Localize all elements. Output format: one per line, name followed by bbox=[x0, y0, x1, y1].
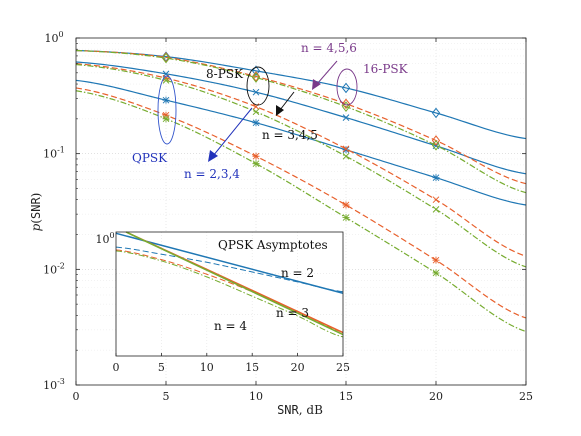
inset-plot: 0 5 10 15 20 25 100 QPSK Asymptotes n = 2 n = … bbox=[95, 231, 350, 374]
series-qpsk-n4 bbox=[75, 90, 527, 333]
series-point bbox=[252, 108, 260, 116]
inset-asymptote-n2 bbox=[115, 232, 344, 294]
series-point bbox=[252, 119, 260, 127]
series-16-psk-n4 bbox=[75, 49, 527, 194]
x-tick-label: 0 bbox=[73, 390, 80, 403]
x-axis-label: SNR, dB bbox=[277, 403, 323, 417]
series-point bbox=[251, 72, 261, 83]
inset-series-group bbox=[115, 231, 344, 338]
inset-label-n3: n = 3 bbox=[276, 306, 309, 320]
n-16psk-label: n = 4,5,6 bbox=[301, 41, 357, 55]
series-point bbox=[432, 269, 440, 277]
series-point bbox=[431, 140, 441, 151]
series-point bbox=[432, 256, 440, 264]
series-point bbox=[342, 152, 350, 160]
series-line bbox=[75, 63, 527, 257]
x-tick-label: 25 bbox=[519, 390, 533, 403]
qpsk-ellipse bbox=[157, 75, 177, 145]
x-tick-label: 20 bbox=[429, 390, 443, 403]
inset-label-n4: n = 4 bbox=[214, 319, 247, 333]
main-series-group bbox=[75, 49, 527, 333]
inset-asymptote-n4 bbox=[125, 231, 344, 336]
y-tick-label: 100 bbox=[44, 30, 63, 45]
series-point bbox=[431, 135, 441, 146]
series-point bbox=[432, 174, 440, 182]
psk8-arrow bbox=[276, 91, 295, 116]
n-qpsk-label: n = 2,3,4 bbox=[184, 167, 240, 181]
psk16-ellipse bbox=[336, 68, 358, 106]
inset-curve-n4 bbox=[115, 250, 344, 338]
series-8-psk-n3 bbox=[75, 63, 527, 257]
x-tick-label: 5 bbox=[163, 390, 170, 403]
series-point bbox=[251, 65, 261, 77]
series-point bbox=[342, 146, 350, 154]
y-tick-label: 10-2 bbox=[43, 261, 65, 276]
series-point bbox=[432, 206, 440, 213]
series-point bbox=[341, 98, 351, 110]
series-point bbox=[162, 96, 170, 104]
y-axis-label-close: ) bbox=[29, 193, 43, 198]
y-axis-label-fn: p bbox=[29, 223, 43, 231]
y-axis-label: p(SNR) bbox=[29, 193, 43, 232]
series-point bbox=[252, 88, 260, 96]
series-point bbox=[432, 196, 440, 204]
inset-frame bbox=[115, 231, 344, 357]
series-point bbox=[342, 145, 350, 153]
series-point bbox=[252, 152, 260, 160]
n-8psk-label: n = 3,4,5 bbox=[262, 128, 318, 142]
x-axis-label-unit: , dB bbox=[299, 403, 323, 417]
series-qpsk-n3 bbox=[75, 87, 527, 319]
series-point bbox=[342, 114, 350, 121]
y-axis-label-open: ( bbox=[29, 219, 43, 224]
series-line bbox=[75, 49, 527, 194]
x-tick-label: 15 bbox=[339, 390, 353, 403]
qpsk-label: QPSK bbox=[132, 151, 168, 165]
series-point bbox=[162, 111, 170, 119]
inset-x-tick-label: 15 bbox=[245, 361, 259, 374]
series-qpsk-n2 bbox=[75, 79, 527, 206]
series-line bbox=[75, 79, 527, 206]
series-point bbox=[342, 201, 350, 209]
psk8-label: 8-PSK bbox=[206, 67, 244, 81]
series-point bbox=[251, 71, 261, 82]
y-tick-label: 10-3 bbox=[43, 377, 65, 392]
x-tick-label: 10 bbox=[249, 390, 263, 403]
psk16-label: 16-PSK bbox=[363, 62, 409, 76]
psk8-ellipse bbox=[246, 66, 270, 106]
series-line bbox=[75, 61, 527, 175]
series-point bbox=[162, 115, 170, 123]
inset-x-tick-label: 10 bbox=[200, 361, 214, 374]
inset-label-n2: n = 2 bbox=[281, 266, 314, 280]
qpsk-arrow bbox=[208, 107, 253, 162]
inset-title: QPSK Asymptotes bbox=[218, 238, 328, 252]
series-point bbox=[252, 160, 260, 168]
series-line bbox=[75, 87, 527, 319]
series-point bbox=[431, 107, 441, 119]
inset-ticks: 0 5 10 15 20 25 100 bbox=[95, 231, 350, 374]
y-axis-label-var: SNR bbox=[29, 197, 43, 219]
inset-x-tick-label: 20 bbox=[291, 361, 305, 374]
series-point bbox=[341, 82, 351, 94]
inset-x-tick-label: 5 bbox=[158, 361, 165, 374]
series-point bbox=[161, 52, 171, 64]
series-line bbox=[75, 90, 527, 333]
main-plot-frame bbox=[75, 37, 527, 386]
series-8-psk-n4 bbox=[75, 63, 527, 268]
psk16-arrow bbox=[312, 60, 338, 90]
y-tick-label: 10-1 bbox=[43, 146, 65, 161]
inset-y-tick-label: 100 bbox=[95, 231, 114, 246]
inset-x-tick-label: 25 bbox=[336, 361, 350, 374]
x-axis-label-var: SNR bbox=[277, 403, 299, 417]
series-line bbox=[75, 49, 527, 185]
inset-x-tick-label: 0 bbox=[113, 361, 120, 374]
series-point bbox=[342, 214, 350, 222]
